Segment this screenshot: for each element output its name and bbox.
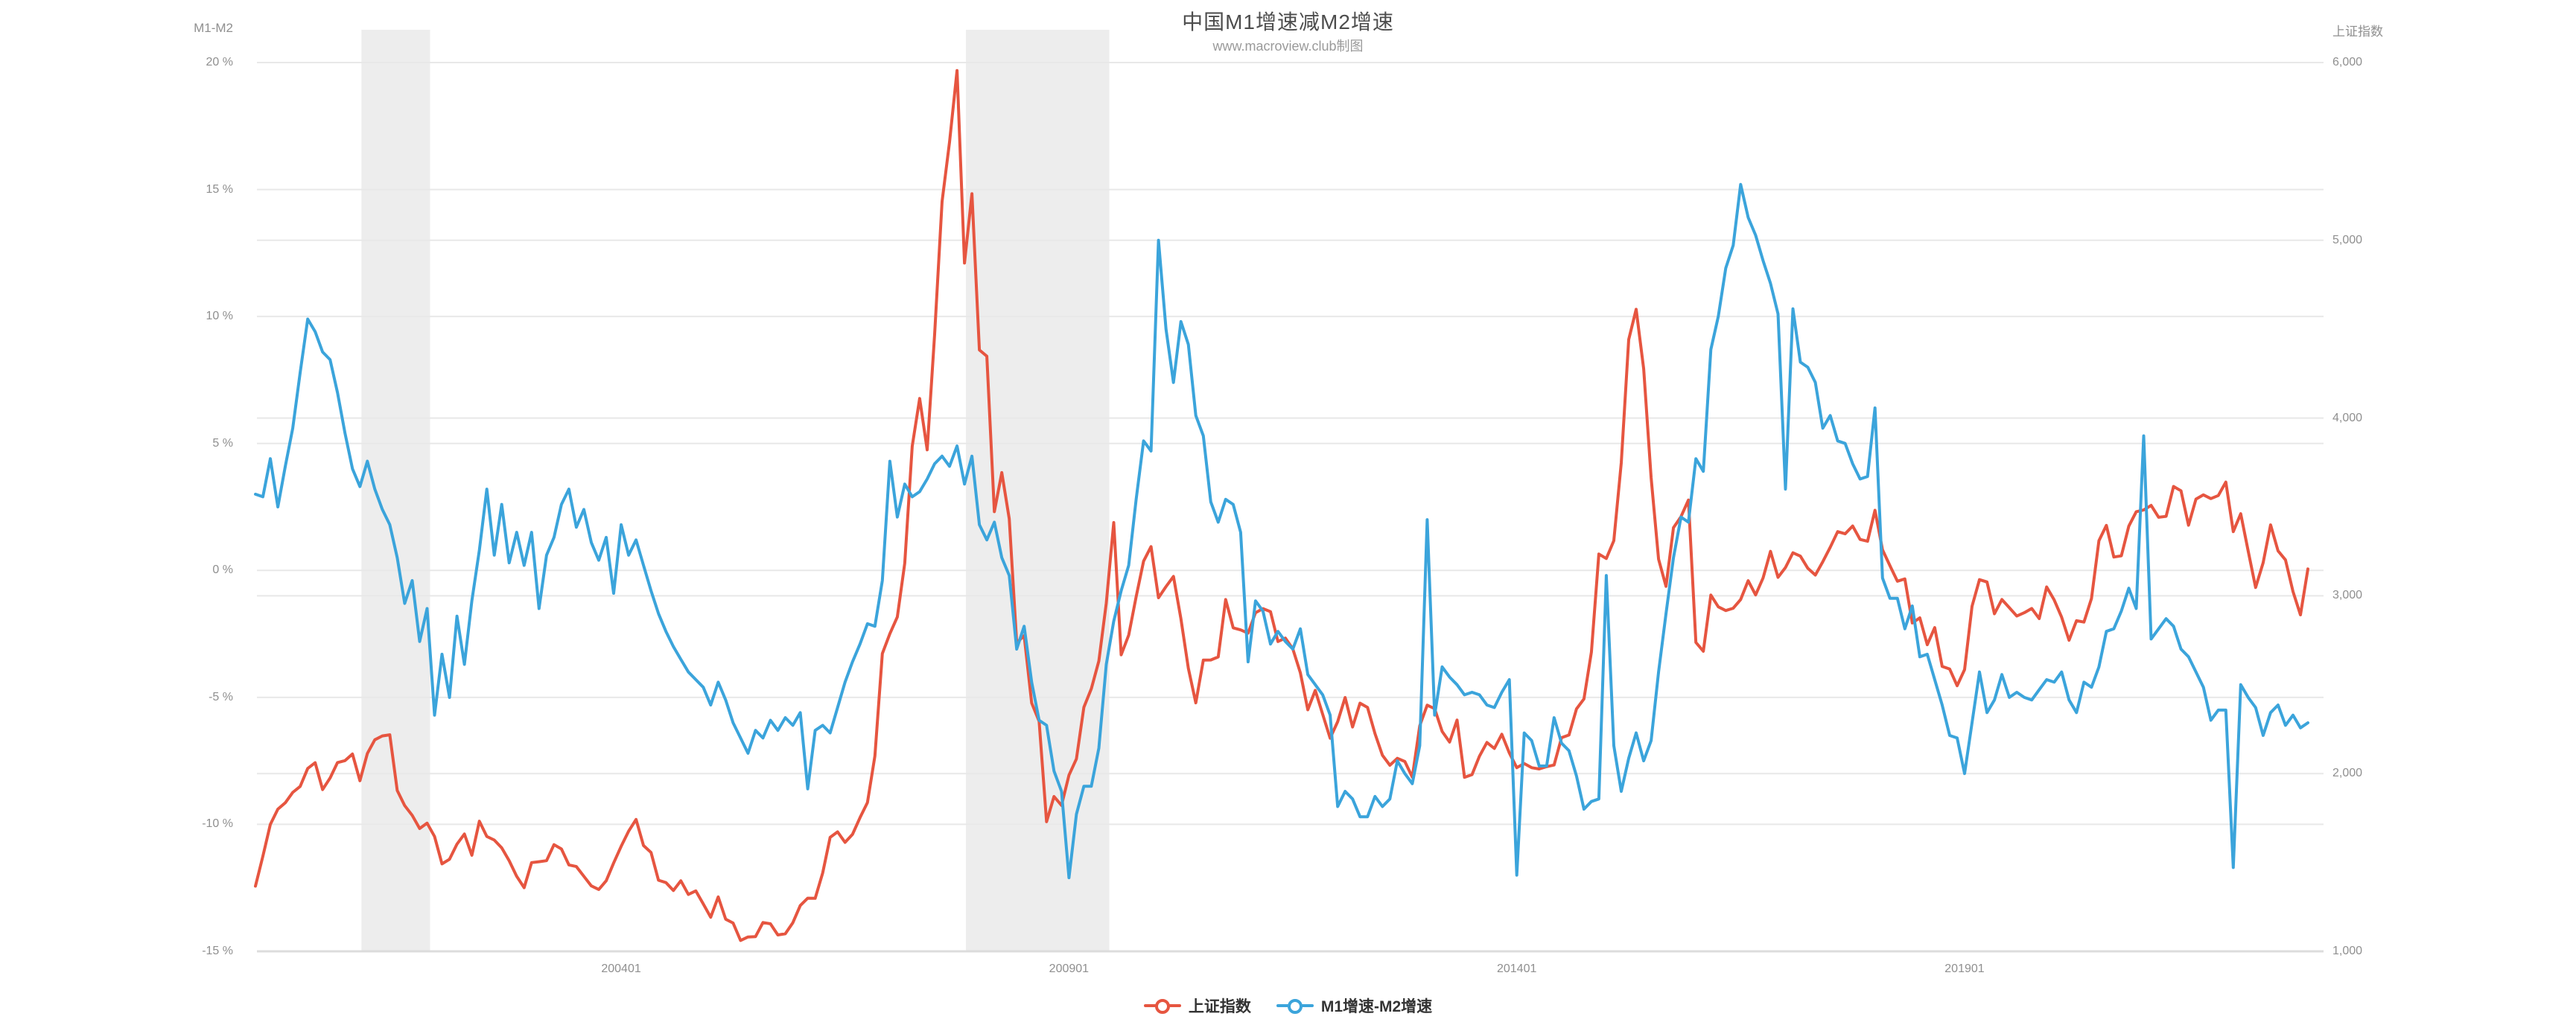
left-axis-tick-label: 20 % — [206, 56, 233, 68]
left-axis-tick-label: 10 % — [206, 310, 233, 323]
right-axis-title: 上证指数 — [2332, 25, 2383, 39]
legend-label: M1增速-M2增速 — [1320, 998, 1433, 1015]
series-line-sse[interactable] — [254, 68, 2309, 942]
right-axis-tick-label: 2,000 — [2332, 767, 2363, 780]
left-axis-tick-label: -5 % — [209, 690, 233, 703]
recession-band — [966, 30, 1110, 951]
legend-item-sse[interactable]: 上证指数 — [1143, 995, 1251, 1017]
x-axis-tick-label: 201401 — [1496, 962, 1537, 975]
left-axis-tick-label: 15 % — [206, 182, 233, 196]
legend-item-m1m2[interactable]: M1增速-M2增速 — [1276, 995, 1432, 1017]
left-axis-tick-label: -15 % — [202, 945, 233, 957]
right-axis-tick-label: 5,000 — [2332, 233, 2363, 246]
right-axis-tick-label: 4,000 — [2332, 411, 2363, 424]
legend-label: 上证指数 — [1188, 998, 1251, 1015]
chart-subtitle: www.macroview.club制图 — [1212, 39, 1364, 54]
x-axis-tick-label: 201901 — [1944, 962, 1985, 975]
left-axis-tick-label: 5 % — [212, 436, 233, 450]
right-axis-tick-label: 6,000 — [2332, 56, 2363, 68]
legend-line-circle-icon — [1143, 998, 1181, 1014]
chart-title: 中国M1增速减M2增速 — [1182, 10, 1394, 33]
x-axis-tick-label: 200901 — [1049, 962, 1090, 975]
x-axis-tick-label: 200401 — [601, 962, 641, 975]
series-line-m1m2[interactable] — [254, 182, 2309, 880]
legend-line-circle-icon — [1276, 998, 1314, 1014]
left-axis-tick-label: -10 % — [202, 817, 233, 831]
recession-band — [361, 30, 430, 951]
left-axis-tick-label: 0 % — [212, 564, 233, 577]
chart-legend: 上证指数 M1增速-M2增速 — [0, 995, 2576, 1017]
right-axis-tick-label: 1,000 — [2332, 945, 2363, 957]
left-axis-title: M1-M2 — [194, 21, 233, 35]
right-axis-tick-label: 3,000 — [2332, 589, 2363, 602]
